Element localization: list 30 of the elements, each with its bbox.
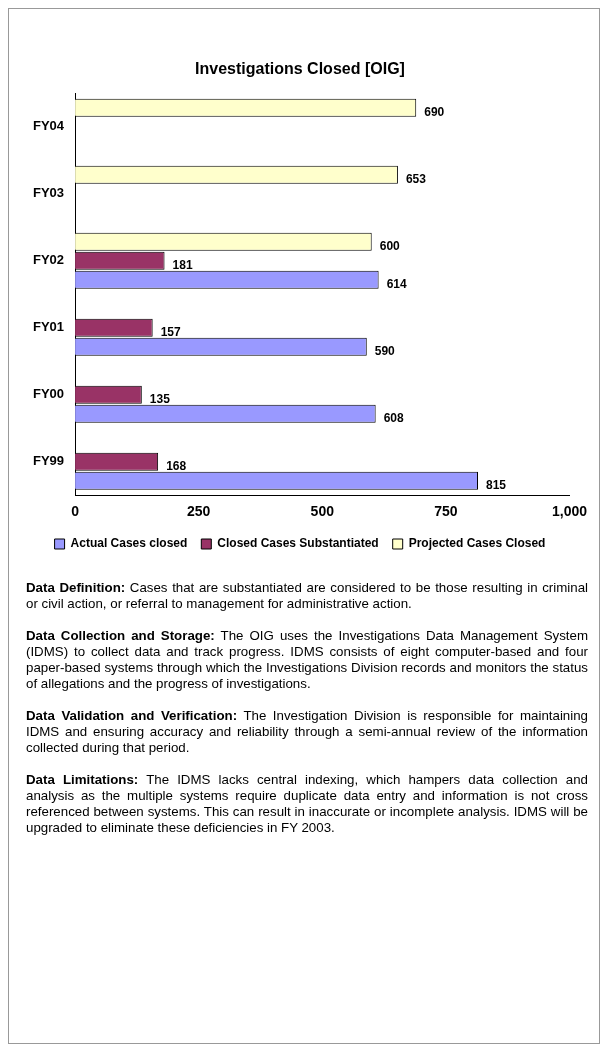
data-label: 590 xyxy=(374,344,396,358)
y-tick-label: FY01 xyxy=(32,319,65,335)
data-label: 608 xyxy=(383,411,405,425)
data-label: 135 xyxy=(149,392,171,407)
y-tick-label: FY02 xyxy=(32,252,65,268)
legend-label: Projected Cases Closed xyxy=(408,536,546,551)
data-label: 690 xyxy=(424,105,445,120)
x-tick-label: 500 xyxy=(310,503,335,520)
data-label: 157 xyxy=(160,325,182,340)
y-tick-label: FY04 xyxy=(32,118,65,134)
legend-label: Actual Cases closed xyxy=(70,536,188,551)
text: Data Limitations: The IDMS lacks central indexing, which hampers data collection and analysis as the multiple systems require duplicate data entry and information is not cross referenced between systems. This can result in inaccurate or incomplete analysis. IDMS will be upgraded to eliminate these deficiencies in FY 2003. xyxy=(26,772,588,836)
x-tick-label: 250 xyxy=(186,503,211,520)
text: Data Collection and Storage: The OIG uses the Investigations Data Management System (IDMS) to collect data and track progress. IDMS consists of eight computer-based and four paper-based systems through which the Investigations Division records and monitors the status of allegations and the progress of investigations. xyxy=(26,628,588,692)
text: Data Definition: Cases that are substantiated are considered to be those resulting in criminal or civil action, or referral to management for administrative action. xyxy=(26,580,589,612)
x-tick-label: 0 xyxy=(71,503,80,520)
x-tick-label: 750 xyxy=(434,503,458,520)
y-tick-label: FY99 xyxy=(32,453,65,469)
data-label: 600 xyxy=(379,239,401,254)
y-tick-label: FY03 xyxy=(32,185,65,201)
data-label: 168 xyxy=(166,459,187,474)
legend-label: Closed Cases Substantiated xyxy=(217,536,379,551)
data-label: 815 xyxy=(486,478,507,492)
x-tick-label: 1,000 xyxy=(551,503,588,520)
chart-title: Investigations Closed [OIG] xyxy=(195,60,405,78)
data-label: 653 xyxy=(405,172,427,187)
data-label: 181 xyxy=(172,258,193,273)
y-tick-label: FY00 xyxy=(32,386,65,402)
data-label: 614 xyxy=(386,277,407,291)
text: Data Validation and Verification: The Investigation Division is responsible for maintaining IDMS and ensuring accuracy and reliability through a semi-annual review of the information collected during that period. xyxy=(26,708,589,756)
